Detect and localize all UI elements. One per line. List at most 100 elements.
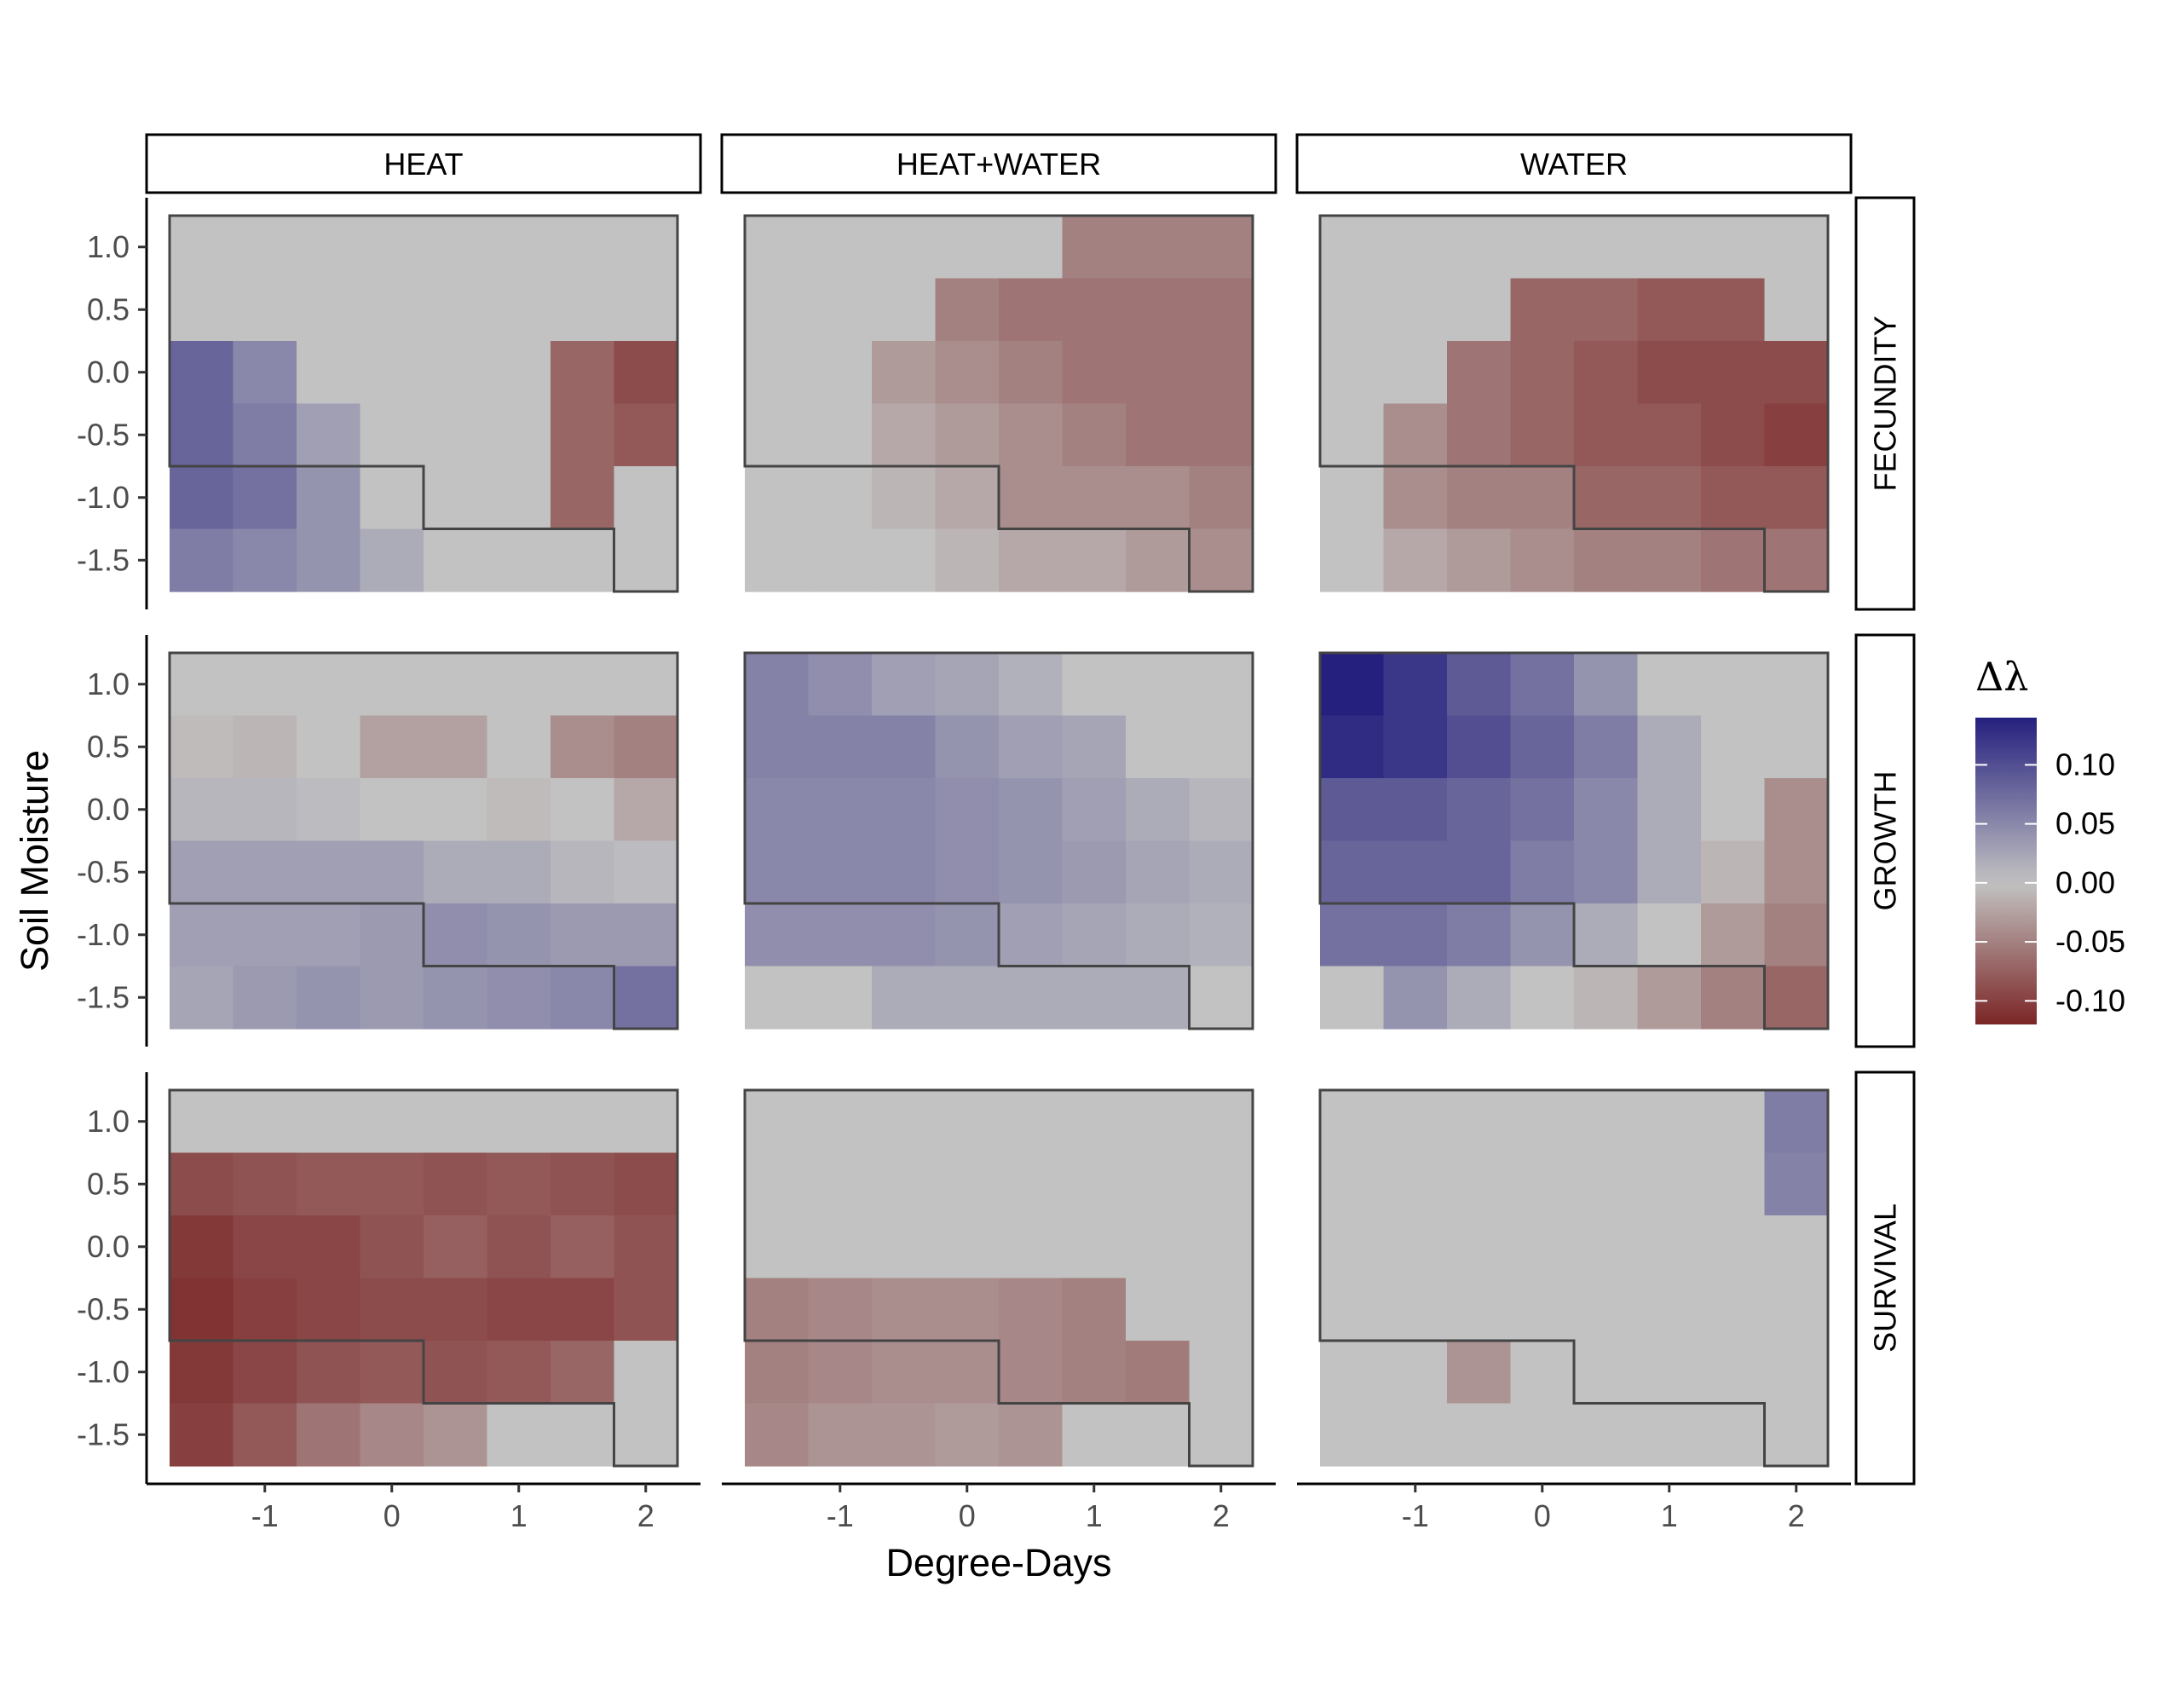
heatmap-cell — [1510, 1215, 1575, 1279]
heatmap-cell — [935, 903, 1000, 967]
heatmap-cell — [935, 1090, 1000, 1154]
heatmap-cell — [360, 840, 424, 904]
heatmap-cell — [551, 653, 615, 717]
heatmap-cell — [1574, 1090, 1639, 1154]
row-strip-label: SURVIVAL — [1868, 1203, 1903, 1353]
heatmap-cell — [1764, 653, 1829, 717]
heatmap-cell — [1383, 341, 1448, 405]
heatmap-cell — [424, 778, 488, 842]
heatmap-cell — [808, 528, 873, 592]
column-strip-label: WATER — [1520, 147, 1628, 182]
heatmap-cell — [1574, 216, 1639, 280]
strip-box — [1295, 133, 1853, 194]
panel-fecundity-water — [1318, 214, 1830, 593]
heatmap-cell — [360, 653, 424, 717]
heatmap-cell — [1320, 1278, 1385, 1342]
heatmap-cell — [1189, 903, 1254, 967]
heatmap-cell — [1126, 715, 1191, 779]
heatmap-cell — [1637, 778, 1702, 842]
heatmap-cell — [808, 840, 873, 904]
heatmap-cell — [551, 466, 615, 530]
heatmap-cell — [808, 216, 873, 280]
heatmap-cell — [808, 466, 873, 530]
heatmap-cell — [935, 1403, 1000, 1467]
heatmap-cell — [1764, 903, 1829, 967]
heatmap-cell — [487, 1215, 551, 1279]
heatmap-cell — [935, 653, 1000, 717]
heatmap-cell — [1447, 216, 1512, 280]
heatmap-cell — [1189, 1341, 1254, 1405]
heatmap-cell — [1701, 1341, 1766, 1405]
domain-outline — [743, 1088, 1254, 1468]
heatmap-cell — [360, 1341, 424, 1405]
heatmap-cell — [1383, 840, 1448, 904]
strip-box — [145, 133, 702, 194]
heatmap-cell — [614, 528, 678, 592]
heatmap-cell — [297, 1278, 361, 1342]
heatmap-cell — [745, 840, 810, 904]
heatmap-cell — [1447, 528, 1512, 592]
heatmap-cell — [1574, 1403, 1639, 1467]
heatmap-cell — [360, 1215, 424, 1279]
heatmap-cell — [297, 840, 361, 904]
heatmap-cell — [424, 903, 488, 967]
heatmap-cell — [1189, 966, 1254, 1030]
x-tick-label: 0 — [383, 1498, 401, 1533]
heatmap-cell — [233, 1278, 297, 1342]
heatmap-cell — [1126, 216, 1191, 280]
heatmap-cell — [808, 278, 873, 342]
heatmap-cell — [487, 1403, 551, 1467]
heatmap-cell — [1189, 1215, 1254, 1279]
strip-box — [720, 133, 1277, 194]
heatmap-cell — [745, 341, 810, 405]
y-tick-label: 0.5 — [87, 1166, 130, 1201]
heatmap-cell — [999, 1152, 1064, 1216]
column-strip-label: HEAT — [383, 147, 463, 182]
heatmap-cell — [1701, 403, 1766, 467]
legend-tick-label: 0.00 — [2055, 865, 2115, 900]
heatmap-cell — [1574, 840, 1639, 904]
heatmap-cell — [745, 278, 810, 342]
heatmap-cell — [872, 1152, 937, 1216]
heatmap-cell — [360, 1278, 424, 1342]
heatmap-cell — [424, 216, 488, 280]
heatmap-cell — [424, 1215, 488, 1279]
heatmap-cell — [1701, 715, 1766, 779]
heatmap-cell — [1637, 278, 1702, 342]
heatmap-cell — [1062, 216, 1127, 280]
heatmap-cell — [745, 1215, 810, 1279]
heatmap-cell — [233, 341, 297, 405]
x-tick-label: 1 — [1661, 1498, 1678, 1533]
heatmap-cell — [1447, 1341, 1512, 1405]
heatmap-cell — [935, 1215, 1000, 1279]
heatmap-cell — [297, 341, 361, 405]
heatmap-cell — [1510, 903, 1575, 967]
heatmap-cell — [297, 1090, 361, 1154]
heatmap-cell — [360, 403, 424, 467]
heatmap-cell — [999, 715, 1064, 779]
row-strip-growth: GROWTH — [1854, 633, 1916, 1048]
heatmap-cell — [1510, 1152, 1575, 1216]
heatmap-cell — [1701, 1278, 1766, 1342]
heatmap-cell — [233, 216, 297, 280]
heatmap-cell — [614, 715, 678, 779]
heatmap-cell — [233, 1215, 297, 1279]
heatmap-cell — [1637, 216, 1702, 280]
panel-survival-heat — [168, 1088, 679, 1468]
heatmap-cell — [1062, 1090, 1127, 1154]
heatmap-cell — [1574, 778, 1639, 842]
heatmap-cell — [745, 1403, 810, 1467]
heatmap-cell — [1126, 1152, 1191, 1216]
heatmap-cell — [297, 403, 361, 467]
heatmap-cell — [1701, 966, 1766, 1030]
heatmap-cell — [1764, 1403, 1829, 1467]
heatmap-cell — [233, 1341, 297, 1405]
heatmap-cell — [1637, 341, 1702, 405]
heatmap-cell — [935, 278, 1000, 342]
heatmap-cell — [1062, 778, 1127, 842]
heatmap-cell — [233, 653, 297, 717]
heatmap-cell — [424, 1341, 488, 1405]
legend-tick-label: -0.10 — [2055, 983, 2125, 1018]
domain-outline — [1318, 651, 1830, 1030]
heatmap-cell — [297, 278, 361, 342]
